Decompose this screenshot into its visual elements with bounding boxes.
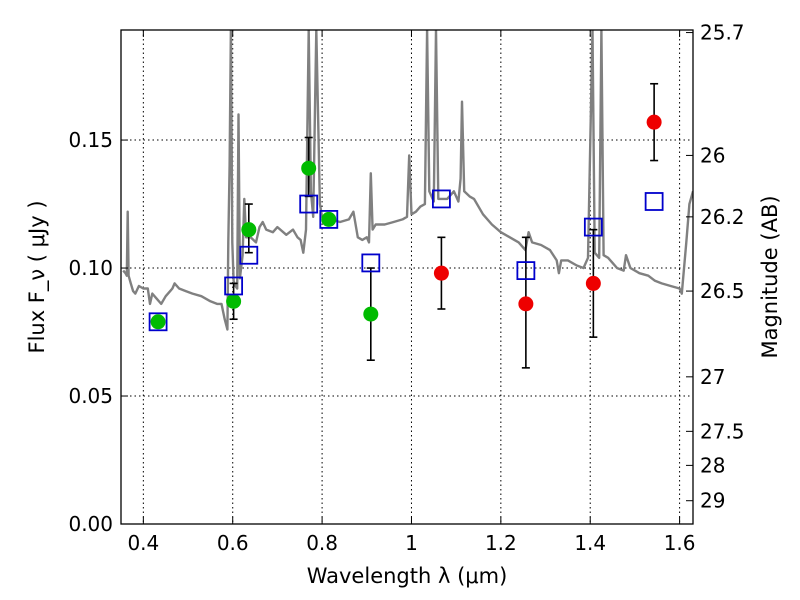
observed-flux-point xyxy=(433,265,449,281)
model-flux-square xyxy=(516,261,536,281)
model-flux-square xyxy=(361,253,381,273)
x-tick-label: 0.4 xyxy=(127,531,159,555)
model-flux-square xyxy=(319,210,339,229)
model-flux-square xyxy=(148,312,168,332)
x-tick-label: 1.2 xyxy=(485,531,517,555)
y-tick-label: 0.00 xyxy=(68,512,113,536)
observed-flux-point xyxy=(226,293,242,309)
plot-area xyxy=(122,30,693,369)
y2-axis-title: Magnitude (AB) xyxy=(758,195,782,358)
y2-tick-label: 27 xyxy=(700,365,725,389)
y-tick-label: 0.05 xyxy=(68,384,113,408)
y2-tick-label: 28 xyxy=(700,453,725,477)
grid-lines xyxy=(121,30,693,525)
x-tick-label: 1.4 xyxy=(574,531,606,555)
observed-flux-point xyxy=(150,314,166,330)
observed-flux-point xyxy=(646,114,662,130)
y2-tick-label: 29 xyxy=(700,489,725,513)
observed-flux-point xyxy=(321,211,337,227)
x-tick-label: 0.6 xyxy=(217,531,249,555)
observed-flux-point xyxy=(363,306,379,322)
y2-tick-label: 26 xyxy=(700,143,725,167)
model-flux-square xyxy=(299,194,319,214)
observed-flux-point xyxy=(518,296,534,312)
model-flux-square xyxy=(583,217,603,237)
y-tick-label: 0.15 xyxy=(68,128,113,152)
observed-flux-point xyxy=(585,275,601,291)
axis-ticks: 0.4 0.6 0.8 1 1.2 1.4 1.6 0.00 0.05 0.10 0.15 25.7 2… xyxy=(68,21,744,555)
observed-flux-point xyxy=(241,222,257,238)
y-tick-label: 0.10 xyxy=(68,256,113,280)
x-tick-label: 1.6 xyxy=(664,531,696,555)
model-flux-square xyxy=(432,189,451,209)
observed-flux-point xyxy=(301,160,317,176)
model-flux-square xyxy=(644,192,664,211)
model-flux-square xyxy=(224,276,244,296)
y-axis-title: Flux F_ν ( μJy ) xyxy=(25,200,50,353)
model-spectrum-line xyxy=(122,30,693,331)
y2-tick-label: 26.5 xyxy=(700,279,745,303)
x-axis-title: Wavelength λ (μm) xyxy=(307,564,508,588)
y2-tick-label: 26.2 xyxy=(700,205,745,229)
x-tick-label: 1 xyxy=(405,531,418,555)
y2-tick-label: 27.5 xyxy=(700,419,745,443)
y2-tick-label: 25.7 xyxy=(700,21,745,45)
x-tick-label: 0.8 xyxy=(306,531,338,555)
model-flux-square xyxy=(239,245,259,265)
plot-frame xyxy=(120,29,694,525)
